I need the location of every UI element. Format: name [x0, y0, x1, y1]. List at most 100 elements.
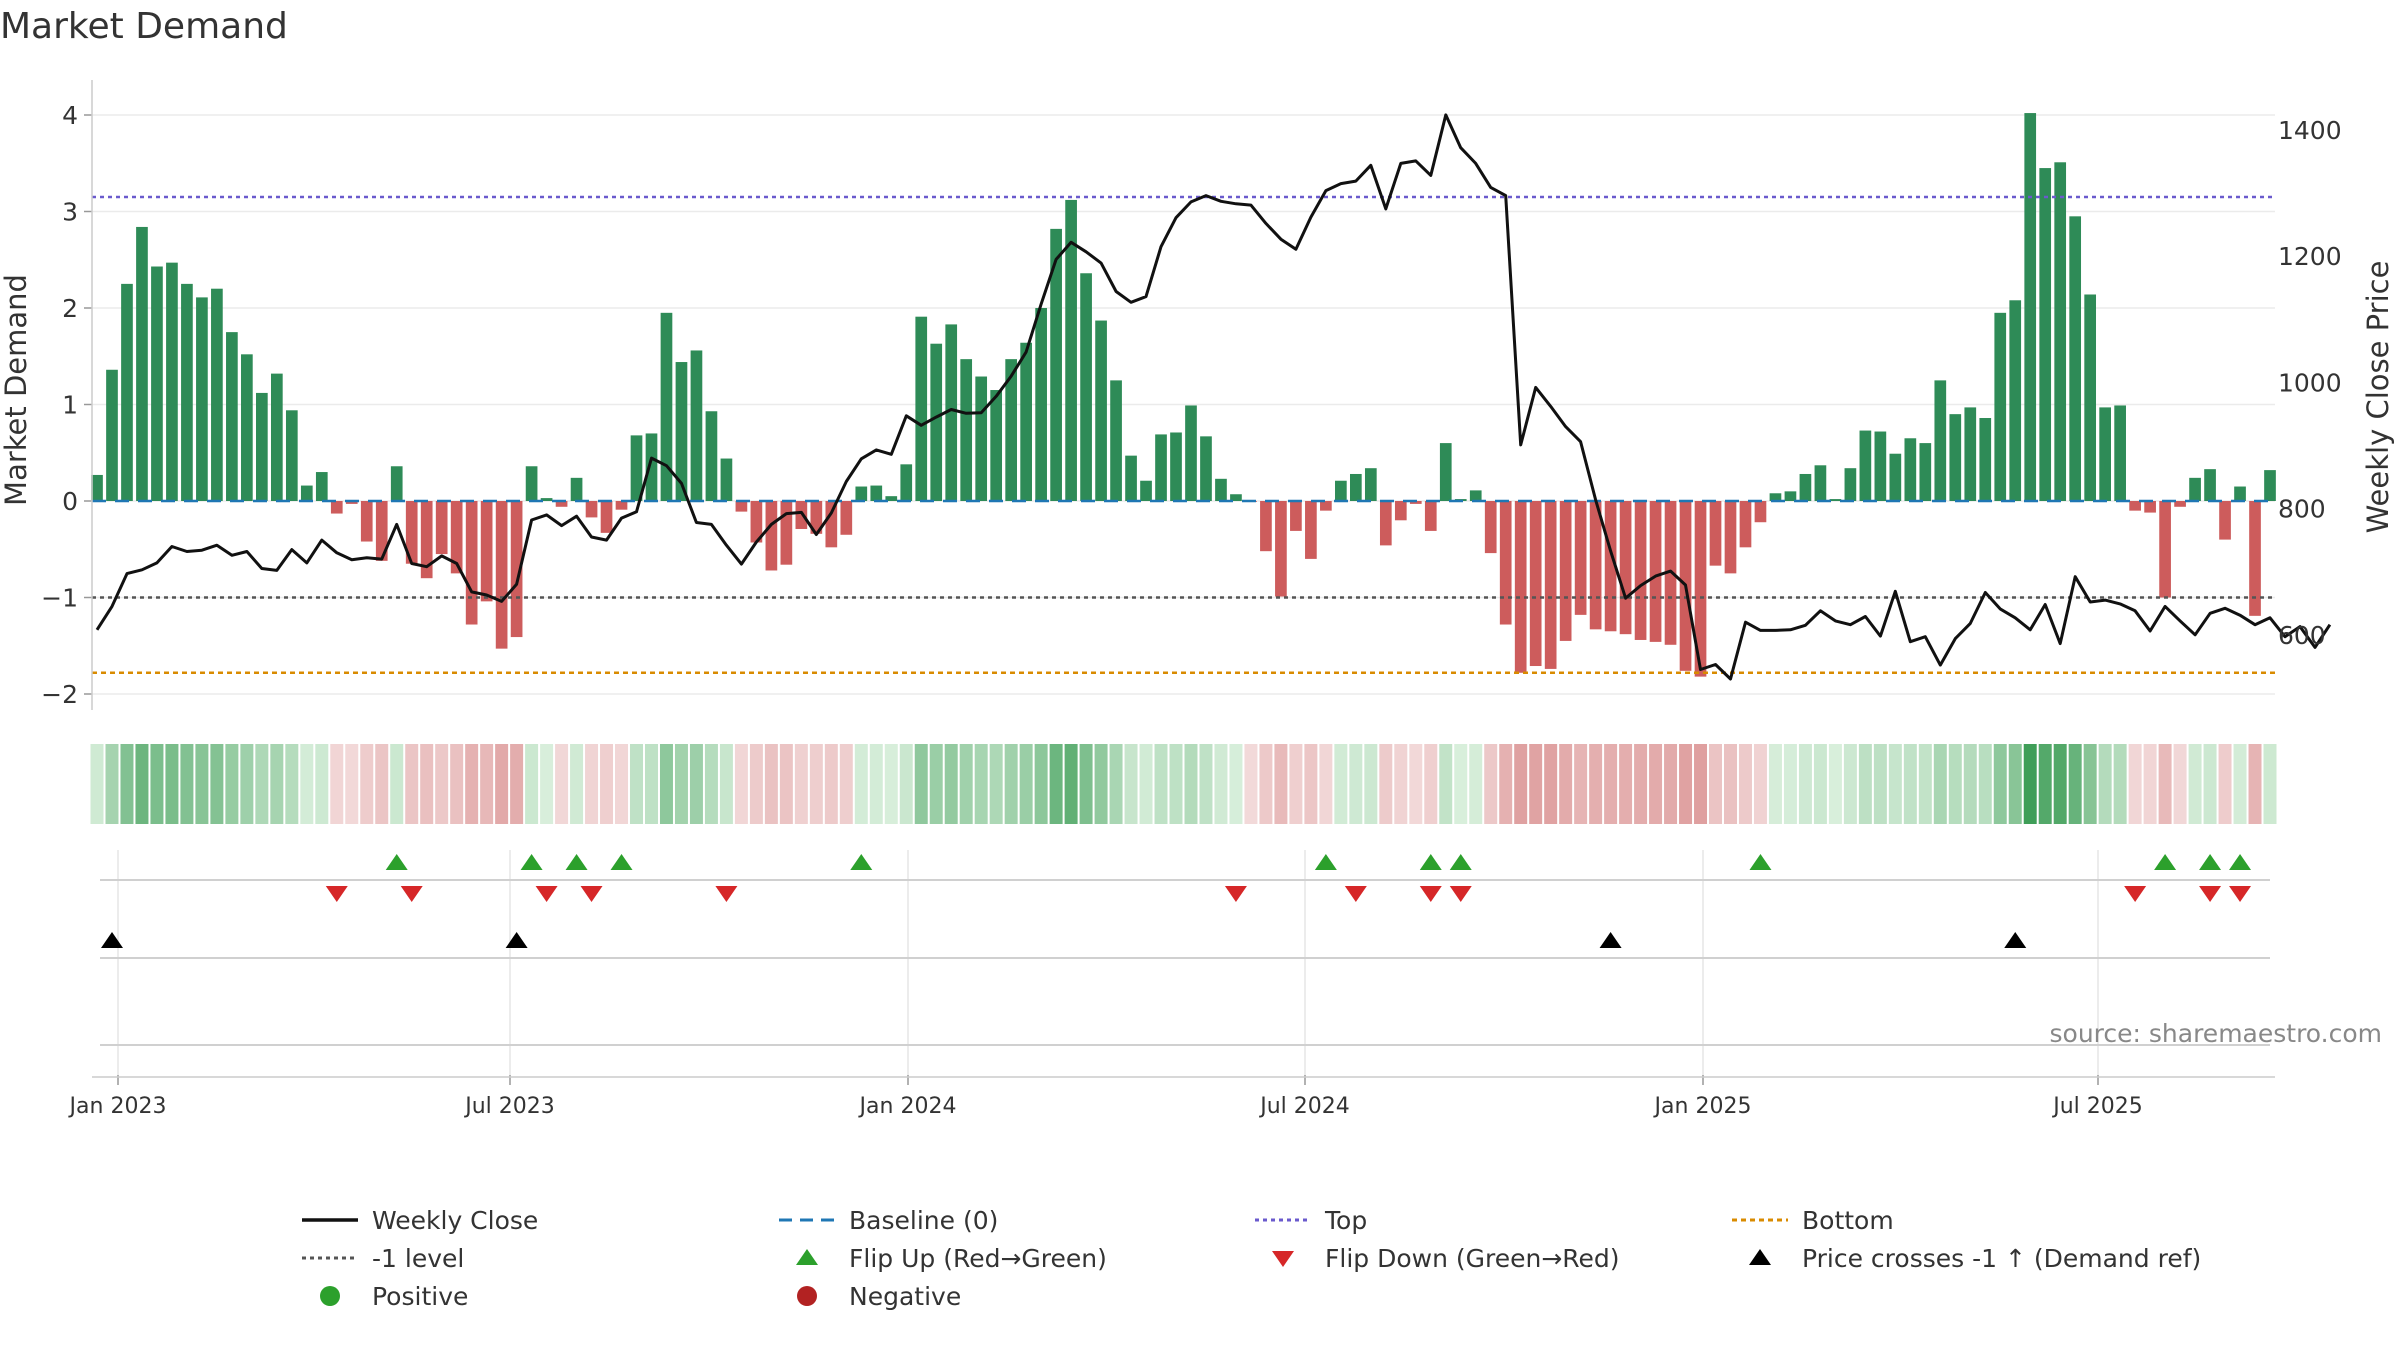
heat-cell [195, 744, 209, 824]
bar-positive [1065, 199, 1077, 502]
heat-cell [1289, 744, 1303, 824]
heat-cell [1139, 744, 1153, 824]
heat-cell [1798, 744, 1812, 824]
x-tick-label: Jan 2024 [858, 1094, 957, 1119]
heat-cell [360, 744, 374, 824]
heat-cell [1184, 744, 1198, 824]
bar-negative [1709, 501, 1722, 566]
legend-symbol [302, 1218, 358, 1222]
bar-positive [1140, 480, 1152, 501]
heat-cell [1948, 744, 1962, 824]
x-tick-label: Jul 2023 [463, 1094, 555, 1119]
heat-cell [630, 744, 643, 824]
bar-positive [390, 466, 403, 501]
bar-negative [1529, 501, 1542, 667]
bar-negative [810, 501, 823, 534]
price-cross-marker [1599, 932, 1622, 948]
bar-positive [930, 343, 943, 501]
heat-cell [1888, 744, 1902, 824]
bar-negative [465, 501, 478, 625]
bar-positive [1784, 491, 1797, 501]
legend-item-top: Top [1253, 1205, 1367, 1235]
heat-cell [105, 744, 119, 824]
heat-cell [270, 744, 284, 824]
bar-positive [315, 472, 328, 501]
bar-positive [211, 288, 223, 501]
heat-cell [405, 744, 419, 824]
bar-negative [2249, 501, 2261, 616]
bar-positive [1364, 468, 1377, 501]
heat-cell [2158, 744, 2172, 824]
heat-cell [1424, 744, 1438, 824]
heat-cell [1154, 744, 1168, 824]
bar-negative [1320, 501, 1332, 511]
flip-down-marker [2199, 886, 2222, 902]
bar-positive [2204, 469, 2216, 501]
heat-cell [600, 744, 614, 824]
heat-cell [540, 744, 554, 824]
legend-label: Bottom [1802, 1205, 1894, 1235]
heat-cell [1963, 744, 1977, 824]
bar-positive [900, 464, 913, 501]
bar-positive [1769, 493, 1782, 501]
x-tick-label: Jul 2025 [2051, 1094, 2143, 1119]
bar-negative [780, 501, 793, 565]
bar-positive [151, 266, 163, 501]
legend-item-bottom: Bottom [1730, 1205, 1894, 1235]
heat-cell [330, 744, 344, 824]
bar-positive [2264, 470, 2276, 501]
heat-cell [1828, 744, 1842, 824]
heat-cell [944, 744, 958, 824]
bar-negative [1514, 501, 1527, 673]
heat-cell [1349, 744, 1363, 824]
heat-cell [1933, 744, 1947, 824]
bar-negative [1544, 501, 1557, 669]
heat-cell [1364, 744, 1378, 824]
heat-cell [2053, 744, 2067, 824]
weekly-close-line [95, 113, 2332, 681]
bar-positive [2099, 407, 2111, 501]
bar-negative [1694, 501, 1707, 677]
bar-positive [1904, 438, 1917, 501]
heat-cell [615, 744, 629, 824]
level-lines [92, 195, 2275, 675]
heat-cell [1259, 744, 1273, 824]
bar-positive [1005, 359, 1018, 501]
heat-cell [1589, 744, 1603, 824]
heat-cell [1873, 744, 1887, 824]
heat-cell [1529, 744, 1543, 824]
y-tick-label-left: 2 [62, 294, 78, 323]
heat-cell [1394, 744, 1408, 824]
demand-bars [91, 113, 2276, 677]
bar-positive [2009, 300, 2022, 501]
flip-down-marker [1224, 886, 1247, 902]
bar-negative [2144, 501, 2156, 513]
bar-positive [975, 376, 988, 501]
bar-positive [121, 283, 133, 501]
flip-down-marker [325, 886, 348, 902]
legend-label: Flip Up (Red→Green) [849, 1243, 1107, 1273]
flip-down-marker [1419, 886, 1442, 902]
bar-negative [1484, 501, 1497, 554]
heat-cell [1454, 744, 1468, 824]
heat-cell [555, 744, 569, 824]
bar-positive [1844, 468, 1857, 501]
bar-positive [1799, 473, 1812, 501]
heat-cell [1978, 744, 1992, 824]
bar-positive [270, 373, 283, 501]
heat-cell [659, 744, 673, 824]
bar-positive [2114, 405, 2126, 501]
legend-symbol [1272, 1251, 1294, 1267]
bar-negative [480, 501, 493, 602]
x-tick-label: Jan 2023 [68, 1094, 167, 1119]
heat-cell [2173, 744, 2187, 824]
bar-positive [960, 359, 973, 501]
heat-cell [1604, 744, 1618, 824]
bar-negative [765, 501, 778, 571]
heat-cell [495, 744, 509, 824]
heat-cell [390, 744, 404, 824]
bar-negative [360, 501, 373, 542]
heat-cell [180, 744, 194, 824]
bar-negative [1499, 501, 1512, 625]
heat-cell [899, 744, 913, 824]
